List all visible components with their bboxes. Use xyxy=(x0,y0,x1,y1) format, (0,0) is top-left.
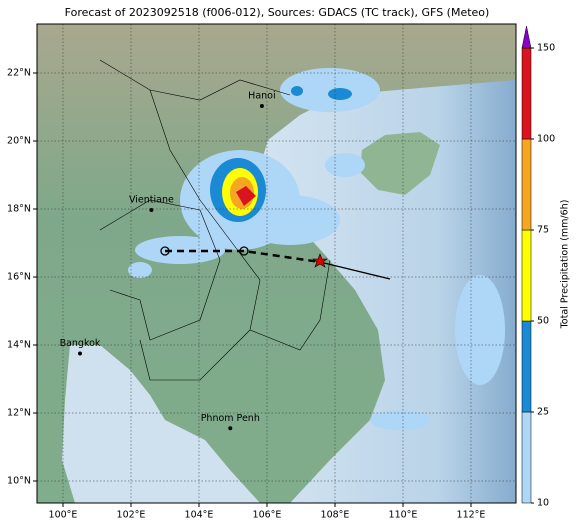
city-label: Hanoi xyxy=(248,90,275,101)
lat-tick-label: 10°N xyxy=(7,476,31,487)
track-point xyxy=(160,246,170,256)
city-label: Vientiane xyxy=(129,195,174,206)
colorbar-segment xyxy=(521,320,532,413)
lat-tick-label: 18°N xyxy=(7,204,31,215)
lat-tick-label: 20°N xyxy=(7,136,31,147)
cities: Hanoi Vientiane Bangkok Phnom Penh xyxy=(60,90,276,431)
lon-tick-label: 108°E xyxy=(321,510,350,521)
lon-tick-label: 100°E xyxy=(49,510,78,521)
colorbar-segment xyxy=(521,411,532,504)
lon-tick-label: 106°E xyxy=(253,510,282,521)
lat-tick-label: 22°N xyxy=(7,68,31,79)
lon-tick-label: 104°E xyxy=(185,510,214,521)
precip-extreme xyxy=(236,186,256,206)
grid xyxy=(37,24,516,503)
title: Forecast of 2023092518 (f006-012), Sourc… xyxy=(65,6,490,19)
lon-tick-label: 112°E xyxy=(457,510,486,521)
city-marker xyxy=(78,351,82,356)
colorbar-extend xyxy=(521,25,532,49)
colorbar-tick-label: 100 xyxy=(537,134,555,145)
city-marker xyxy=(149,208,154,213)
lat-tick-label: 12°N xyxy=(7,408,31,419)
colorbar-segment xyxy=(521,138,532,231)
colorbar-tick-label: 10 xyxy=(537,498,549,509)
lon-tick-label: 110°E xyxy=(389,510,418,521)
colorbar-segment xyxy=(521,229,532,322)
lat-tick-label: 14°N xyxy=(7,340,31,351)
colorbar-tick-label: 25 xyxy=(537,407,549,418)
city-label: Bangkok xyxy=(60,338,101,349)
city-marker xyxy=(259,103,264,108)
borders xyxy=(99,59,331,381)
colorbar-label: Total Precipitation (mm/6h) xyxy=(560,200,571,330)
colorbar: 10 25 50 75 100 150 xyxy=(521,25,555,509)
hainan xyxy=(360,132,440,195)
lon-tick-label: 102°E xyxy=(117,510,146,521)
forecast-track xyxy=(165,249,321,264)
city-marker xyxy=(228,426,233,431)
past-track xyxy=(319,261,391,280)
gulf-of-thailand xyxy=(62,345,260,503)
colorbar-segment xyxy=(521,47,532,140)
lat-tick-label: 16°N xyxy=(7,272,31,283)
colorbar-tick-label: 75 xyxy=(537,225,549,236)
colorbar-tick-label: 50 xyxy=(537,316,549,327)
city-label: Phnom Penh xyxy=(201,413,260,424)
map-area: Hanoi Vientiane Bangkok Phnom Penh xyxy=(37,24,516,503)
map-frame xyxy=(36,23,517,504)
storm-position xyxy=(312,253,328,268)
track-point xyxy=(239,246,249,256)
colorbar-tick-label: 150 xyxy=(537,43,555,54)
south-china-sea xyxy=(262,80,516,503)
